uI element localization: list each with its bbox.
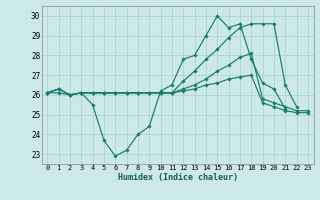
X-axis label: Humidex (Indice chaleur): Humidex (Indice chaleur) bbox=[118, 173, 237, 182]
